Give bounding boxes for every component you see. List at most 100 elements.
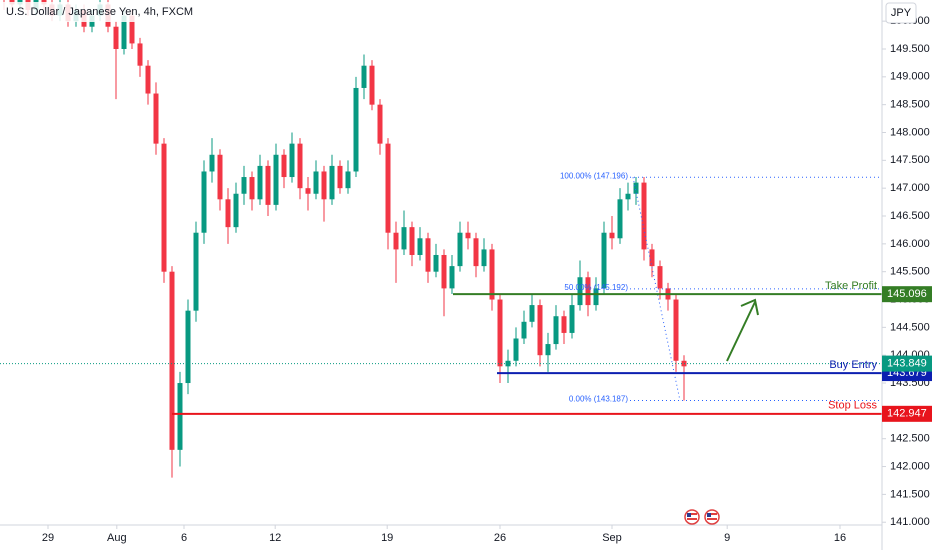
y-tick-label: 149.500 bbox=[890, 43, 930, 55]
candle-body bbox=[601, 232, 607, 289]
y-tick-label: 144.500 bbox=[890, 321, 930, 333]
candle-body bbox=[449, 266, 455, 289]
y-tick-label: 148.500 bbox=[890, 99, 930, 111]
currency-label[interactable]: JPY bbox=[891, 7, 912, 19]
y-tick-label: 142.500 bbox=[890, 433, 930, 445]
arrow-head bbox=[740, 298, 759, 316]
currency-button[interactable] bbox=[885, 2, 917, 24]
candle-body bbox=[465, 232, 471, 239]
y-tick-label: 148.000 bbox=[890, 126, 930, 138]
candle-body bbox=[553, 316, 559, 345]
candle-body bbox=[489, 249, 495, 300]
candle-body bbox=[121, 15, 127, 49]
candle-body bbox=[337, 165, 343, 189]
candle-body bbox=[225, 199, 231, 228]
candle-body bbox=[113, 26, 119, 49]
candle-body bbox=[257, 165, 263, 200]
price-box-label: 143.849 bbox=[887, 358, 927, 370]
candle-body bbox=[281, 154, 287, 178]
price-axis: 141.000141.500142.000142.500143.000143.5… bbox=[882, 15, 932, 528]
flag-stripe bbox=[707, 513, 717, 515]
flag-stripe bbox=[687, 518, 697, 520]
candle-body bbox=[441, 254, 447, 289]
y-tick-label: 146.500 bbox=[890, 210, 930, 222]
candle-body bbox=[593, 288, 599, 306]
candle-body bbox=[537, 305, 543, 356]
x-tick-label: 9 bbox=[724, 532, 730, 544]
candle-body bbox=[497, 299, 503, 367]
candle-body bbox=[657, 266, 663, 289]
candle-body bbox=[625, 193, 631, 200]
candle-body bbox=[273, 154, 279, 205]
price-box bbox=[882, 405, 932, 422]
candle-body bbox=[513, 338, 519, 361]
level-name: Buy Entry bbox=[829, 359, 877, 371]
y-tick-label: 142.000 bbox=[890, 460, 930, 472]
fib-label: 0.00% (143.187) bbox=[569, 395, 628, 404]
level-name: Take Profit bbox=[825, 280, 877, 292]
candle-body bbox=[265, 165, 271, 205]
y-tick-label: 141.500 bbox=[890, 488, 930, 500]
candle-body bbox=[545, 344, 551, 356]
candle-body bbox=[561, 316, 567, 333]
candle-body bbox=[321, 171, 327, 200]
candle-body bbox=[329, 165, 335, 200]
candle-body bbox=[417, 238, 423, 255]
candle-body bbox=[569, 305, 575, 333]
x-tick-label: Sep bbox=[602, 532, 622, 544]
x-tick-label: 6 bbox=[181, 532, 187, 544]
candle-body bbox=[633, 182, 639, 194]
candle-body bbox=[169, 271, 175, 450]
candle-body bbox=[361, 65, 367, 88]
title-background bbox=[0, 2, 146, 22]
level-name: Stop Loss bbox=[828, 400, 877, 412]
y-tick-label: 147.000 bbox=[890, 182, 930, 194]
candle-body bbox=[521, 321, 527, 339]
plot-area: 100.00% (147.196) 50.00% (145.192) 0.00% (… bbox=[0, 0, 882, 478]
candle-body bbox=[129, 15, 135, 44]
y-tick-label: 146.000 bbox=[890, 238, 930, 250]
candle-body bbox=[369, 65, 375, 105]
candle-body bbox=[409, 227, 415, 255]
candle-body bbox=[577, 277, 583, 306]
fib-label: 100.00% (147.196) bbox=[560, 171, 628, 180]
event-icons[interactable] bbox=[684, 509, 720, 525]
candle-body bbox=[313, 171, 319, 194]
candle-body bbox=[617, 199, 623, 239]
candle-body bbox=[297, 143, 303, 189]
y-tick-label: 147.500 bbox=[890, 154, 930, 166]
candle-body bbox=[457, 232, 463, 267]
candle-body bbox=[353, 87, 359, 172]
x-tick-label: 12 bbox=[269, 532, 281, 544]
candle-body bbox=[185, 310, 191, 384]
flag-stripe bbox=[707, 518, 717, 520]
flag-canton bbox=[707, 513, 711, 517]
x-tick-label: Aug bbox=[107, 532, 127, 544]
candle-body bbox=[673, 299, 679, 361]
candle-body bbox=[433, 254, 439, 272]
candle-body bbox=[201, 171, 207, 233]
y-tick-label: 141.000 bbox=[890, 516, 930, 528]
candle-body bbox=[289, 143, 295, 178]
flag-stripe bbox=[687, 513, 697, 515]
arrow-shaft bbox=[726, 301, 756, 362]
y-tick-label: 145.500 bbox=[890, 266, 930, 278]
candle-body bbox=[217, 154, 223, 200]
candle-body bbox=[401, 227, 407, 250]
x-tick-label: 29 bbox=[42, 532, 54, 544]
candle-body bbox=[385, 143, 391, 233]
candle-body bbox=[145, 65, 151, 94]
projection-arrow bbox=[726, 298, 759, 362]
candle-body bbox=[481, 249, 487, 267]
candle-body bbox=[585, 277, 591, 306]
price-box bbox=[882, 355, 932, 372]
y-tick-label: 149.000 bbox=[890, 71, 930, 83]
price-box-label: 145.096 bbox=[887, 288, 927, 300]
chart-title: U.S. Dollar / Japanese Yen, 4h, FXCM bbox=[6, 6, 193, 18]
candle-body bbox=[425, 238, 431, 272]
candle-body bbox=[193, 232, 199, 311]
candle-body bbox=[473, 238, 479, 267]
candle-body bbox=[161, 143, 167, 272]
